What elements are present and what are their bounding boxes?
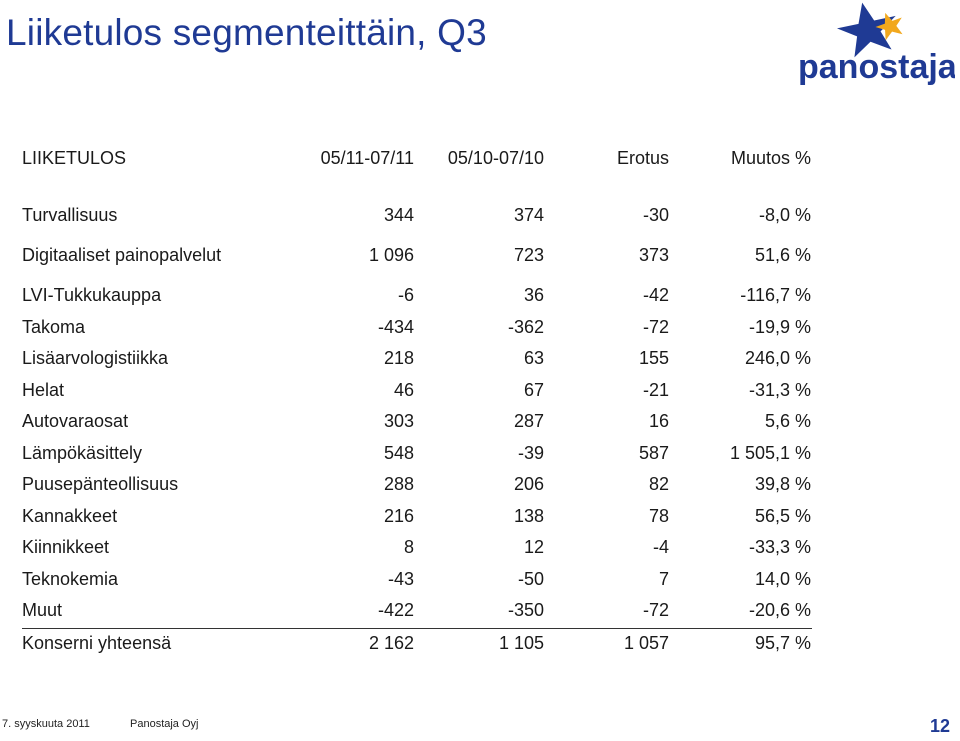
star-icon	[836, 2, 903, 58]
cell: 78	[648, 505, 669, 526]
cell: 5,6 %	[764, 411, 811, 431]
cell: -43	[387, 568, 414, 589]
cell: -350	[507, 600, 544, 620]
footer-date: 7. syyskuuta 2011	[2, 718, 90, 730]
cell: -20,6 %	[748, 600, 811, 620]
segment-name: Lämpökäsittely	[22, 442, 143, 463]
cell: -362	[507, 316, 544, 337]
cell: 548	[383, 442, 414, 463]
header-cell: LIIKETULOS	[22, 148, 127, 168]
table-row: Turvallisuus 344 374 -30 -8,0 %	[22, 201, 812, 241]
table-row: Lämpökäsittely 548 -39 587 1 505,1 %	[22, 439, 812, 471]
cell: 374	[513, 205, 544, 225]
table-row: Helat 46 67 -21 -31,3 %	[22, 376, 812, 408]
table-row: Kiinnikkeet 8 12 -4 -33,3 %	[22, 533, 812, 565]
table-row: LVI-Tukkukauppa -6 36 -42 -116,7 %	[22, 281, 812, 313]
cell: 344	[383, 205, 414, 225]
segment-name: Lisäarvologistiikka	[22, 348, 169, 368]
cell: 288	[383, 474, 414, 494]
total-label: Konserni yhteensä	[22, 632, 172, 653]
cell: 1 505,1 %	[729, 442, 811, 463]
cell: 56,5 %	[754, 505, 811, 526]
table-row: Puusepänteollisuus 288 206 82 39,8 %	[22, 470, 812, 502]
panostaja-logo: panostaja	[798, 2, 955, 86]
cell: 218	[383, 348, 414, 368]
cell: -72	[642, 316, 669, 337]
segment-name: Kiinnikkeet	[22, 537, 110, 557]
cell: 39,8 %	[754, 474, 811, 494]
cell: 587	[638, 442, 669, 463]
cell: 155	[638, 348, 669, 368]
segment-name: Digitaaliset painopalvelut	[22, 245, 222, 265]
cell: 8	[403, 537, 414, 557]
logo-wordmark: panostaja	[798, 48, 955, 86]
cell: 2 162	[368, 632, 414, 653]
results-table: LIIKETULOS 05/11-07/11 05/10-07/10 Erotu…	[22, 144, 812, 660]
table-row: Lisäarvologistiikka 218 63 155 246,0 %	[22, 344, 812, 376]
table-total-row: Konserni yhteensä 2 162 1 105 1 057 95,7 %	[22, 627, 812, 661]
page-number: 12	[929, 716, 950, 736]
footer-company: Panostaja Oyj	[130, 718, 199, 730]
cell: 138	[513, 505, 544, 526]
cell: 63	[523, 348, 544, 368]
cell: -6	[397, 285, 414, 305]
cell: -39	[517, 442, 544, 463]
cell: 373	[638, 245, 669, 265]
cell: 12	[523, 537, 544, 557]
table-row: Muut -422 -350 -72 -20,6 %	[22, 596, 812, 628]
cell: 287	[513, 411, 544, 431]
cell: -31,3 %	[748, 379, 811, 400]
cell: 216	[383, 505, 414, 526]
cell: 67	[523, 379, 544, 400]
cell: 36	[523, 285, 544, 305]
slide-title: Liiketulos segmenteittäin, Q3	[6, 12, 487, 53]
cell: -4	[652, 537, 669, 557]
cell: 206	[513, 474, 544, 494]
cell: -50	[517, 568, 544, 589]
cell: 1 096	[368, 245, 414, 265]
table-row: Digitaaliset painopalvelut 1 096 723 373 51,…	[22, 241, 812, 281]
segment-name: Takoma	[22, 316, 86, 337]
segment-name: Puusepänteollisuus	[22, 474, 179, 494]
header-cell: 05/10-07/10	[447, 148, 544, 168]
cell: 1 057	[623, 632, 669, 653]
cell: -8,0 %	[758, 205, 811, 225]
cell: 14,0 %	[754, 568, 811, 589]
cell: 16	[648, 411, 669, 431]
cell: 246,0 %	[744, 348, 811, 368]
cell: -21	[642, 379, 669, 400]
table-row: Autovaraosat 303 287 16 5,6 %	[22, 407, 812, 439]
cell: 51,6 %	[754, 245, 811, 265]
cell: -422	[377, 600, 414, 620]
cell: -42	[642, 285, 669, 305]
table-row: Takoma -434 -362 -72 -19,9 %	[22, 313, 812, 345]
header-cell: Erotus	[616, 148, 669, 168]
cell: -116,7 %	[740, 285, 811, 305]
segment-name: Autovaraosat	[22, 411, 129, 431]
cell: 303	[383, 411, 414, 431]
cell: 7	[658, 568, 669, 589]
cell: 46	[393, 379, 414, 400]
cell: 723	[513, 245, 544, 265]
cell: -19,9 %	[748, 316, 811, 337]
cell: 82	[648, 474, 669, 494]
table-header-row: LIIKETULOS 05/11-07/11 05/10-07/10 Erotu…	[22, 144, 812, 175]
header-cell: Muutos %	[730, 148, 811, 168]
cell: -33,3 %	[748, 537, 811, 557]
segment-name: Turvallisuus	[22, 205, 118, 225]
cell: -30	[642, 205, 669, 225]
cell: 95,7 %	[754, 632, 811, 653]
segment-name: Kannakkeet	[22, 505, 118, 526]
segment-name: Teknokemia	[22, 568, 119, 589]
segment-name: Muut	[22, 600, 63, 620]
cell: 1 105	[498, 632, 544, 653]
cell: -434	[377, 316, 414, 337]
table-row: Teknokemia -43 -50 7 14,0 %	[22, 565, 812, 597]
segment-name: LVI-Tukkukauppa	[22, 285, 162, 305]
cell: -72	[642, 600, 669, 620]
table-row: Kannakkeet 216 138 78 56,5 %	[22, 502, 812, 534]
segment-name: Helat	[22, 379, 65, 400]
header-cell: 05/11-07/11	[320, 148, 414, 168]
